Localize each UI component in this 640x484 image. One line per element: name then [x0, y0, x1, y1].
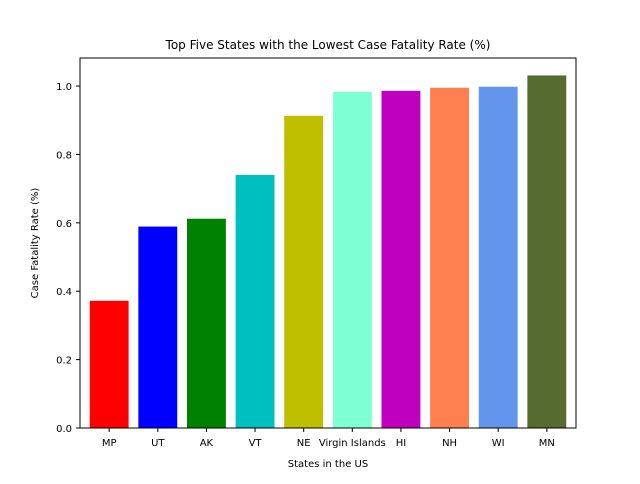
x-tick-label: MN [539, 438, 555, 449]
x-tick-label: NH [442, 438, 457, 449]
y-tick-label: 0.0 [56, 424, 72, 435]
x-tick-label: VT [249, 438, 263, 449]
bar-nh [430, 87, 470, 429]
bar-virgin-islands [332, 91, 372, 428]
bars-layer [89, 75, 567, 429]
x-tick-label: HI [396, 438, 406, 449]
bar-ut [138, 226, 178, 428]
x-tick-label: NE [297, 438, 311, 449]
y-ticks: 0.0 0.2 0.4 0.6 0.8 1.0 [56, 82, 80, 435]
bar-ne [284, 115, 324, 428]
y-axis-title: Case Fatality Rate (%) [30, 188, 41, 299]
x-tick-label: WI [492, 438, 505, 449]
bar-wi [478, 86, 518, 429]
y-tick-label: 1.0 [56, 82, 72, 93]
y-tick-label: 0.8 [56, 150, 72, 161]
x-tick-label: UT [151, 438, 165, 449]
x-axis-title: States in the US [288, 459, 368, 470]
x-tick-label: AK [200, 438, 214, 449]
bar-ak [186, 218, 226, 428]
bar-vt [235, 174, 275, 428]
y-tick-label: 0.2 [56, 356, 72, 367]
x-tick-label: MP [102, 438, 117, 449]
x-ticks: MP UT AK VT NE Virgin Islands HI NH WI MN [102, 428, 555, 449]
bar-mp [89, 300, 129, 428]
y-tick-label: 0.4 [56, 287, 72, 298]
bar-mn [527, 75, 567, 428]
bar-hi [381, 90, 421, 428]
x-tick-label: Virgin Islands [319, 438, 386, 449]
chart-title: Top Five States with the Lowest Case Fat… [165, 38, 491, 52]
plot-frame [79, 57, 577, 429]
y-tick-label: 0.6 [56, 219, 72, 230]
